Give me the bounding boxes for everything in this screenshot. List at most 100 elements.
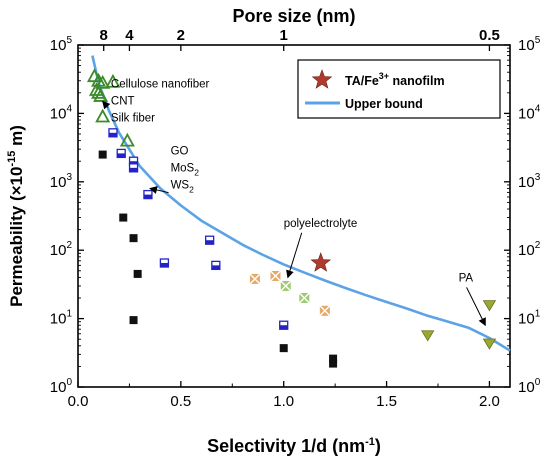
point-cellulose-cnt-silk [93, 88, 109, 102]
top-tick-label: 1 [280, 27, 288, 44]
y-tick-label-right: 102 [518, 240, 541, 259]
point-cellulose-cnt-silk [95, 74, 111, 89]
annotation-text: polyelectrolyte [284, 218, 358, 230]
point-go-mos2-ws2 [128, 163, 139, 173]
marker-cross [319, 305, 331, 317]
upper-bound-curve [91, 55, 511, 352]
upper-bound-line [91, 55, 511, 352]
point-ta-fe-nanofilm [310, 252, 332, 272]
annotation-text: MoS2 [171, 163, 200, 178]
point-filled-squares [329, 354, 338, 363]
y-tick-label-right: 101 [518, 309, 541, 328]
annotation-text: WS2 [171, 180, 195, 195]
top-tick-label: 8 [100, 27, 108, 44]
annotation-arrow [149, 186, 169, 194]
y-tick-label-right: 100 [518, 377, 541, 396]
point-filled-squares [133, 269, 142, 278]
legend-item-star: TA/Fe3+ nanofilm [311, 69, 445, 89]
y-tick-label-left: 103 [50, 172, 73, 191]
annotation-text: PA [459, 272, 474, 284]
x-axis-title-main: Selectivity 1/d (nm [207, 436, 365, 456]
axes: 0.0 0.5 1.0 1.5 2.0 8 4 2 1 0.5 100 100 101 101 102 102… [50, 27, 541, 410]
series-go-mos2-ws2 [108, 128, 289, 330]
series-polyelectrolyte-green [280, 280, 310, 304]
marker-cross [280, 280, 292, 292]
annotation-3: PA [459, 272, 486, 327]
annotation-arrow [286, 232, 303, 279]
marker-fill [279, 325, 288, 330]
point-polyelectrolyte [319, 305, 331, 317]
y-tick-label-right: 105 [518, 35, 541, 54]
y-axis-title-sup: -15 [6, 151, 18, 167]
point-filled-squares [98, 150, 107, 159]
series-cellulose-cnt-silk [86, 68, 135, 147]
annotation-1: GO MoS2 WS2 [149, 146, 200, 195]
top-tick-label: 2 [177, 27, 185, 44]
y-tick-label-right: 104 [518, 103, 541, 122]
marker-fill [129, 167, 138, 172]
point-filled-squares [119, 213, 128, 222]
point-go-mos2-ws2 [116, 148, 126, 159]
series-pa [421, 300, 497, 350]
y-axis-title-close: m) [7, 125, 26, 151]
series-polyelectrolyte [249, 270, 331, 317]
series-filled-squares [98, 150, 338, 368]
annotation-text: GO [171, 146, 189, 158]
marker-cross [298, 292, 310, 304]
marker-cross [269, 270, 281, 282]
marker-fill [211, 265, 220, 270]
point-polyelectrolyte-green [298, 292, 310, 304]
x-tick-label: 2.0 [479, 393, 500, 410]
point-pa [482, 300, 497, 312]
top-axis-title: Pore size (nm) [232, 6, 355, 26]
y-axis-title-main: Permeability (×10 [7, 167, 26, 307]
point-go-mos2-ws2 [108, 128, 118, 138]
series-ta-fe-nanofilm [310, 252, 332, 272]
annotation-arrow [466, 287, 486, 327]
annotation-text: Cellulose nanofiber [111, 78, 210, 90]
annotation-2: polyelectrolyte [284, 218, 358, 279]
x-tick-label: 1.5 [376, 393, 397, 410]
y-tick-label-left: 101 [50, 309, 73, 328]
annotation-0: Cellulose nanofiber CNT Silk fiber [102, 78, 210, 124]
legend-label-star: TA/Fe3+ nanofilm [345, 71, 445, 88]
point-polyelectrolyte-green [280, 280, 292, 292]
y-tick-label-left: 105 [50, 35, 73, 54]
annotation-arrow [102, 100, 111, 110]
marker-fill [160, 262, 169, 267]
point-go-mos2-ws2 [279, 320, 289, 330]
point-pa [421, 330, 435, 342]
x-tick-label: 0.0 [68, 393, 89, 410]
point-go-mos2-ws2 [211, 260, 221, 271]
legend-box [297, 59, 501, 119]
marker-fill [117, 153, 126, 158]
data-series [86, 68, 497, 368]
top-tick-label: 4 [125, 27, 134, 44]
marker-fill [108, 132, 117, 137]
annotation-text: CNT [111, 95, 135, 107]
legend-star-icon [311, 69, 333, 89]
marker-cross [249, 273, 261, 285]
point-filled-squares [129, 316, 138, 325]
y-tick-label-left: 100 [50, 377, 73, 396]
y-tick-label-left: 104 [50, 103, 73, 122]
x-axis-title-close: ) [375, 436, 381, 456]
point-go-mos2-ws2 [143, 189, 153, 200]
x-axis-title: Selectivity 1/d (nm-1) [207, 436, 381, 456]
point-cellulose-cnt-silk [119, 132, 135, 147]
point-cellulose-cnt-silk [105, 73, 121, 88]
y-tick-label-left: 102 [50, 240, 73, 259]
point-cellulose-cnt-silk [95, 108, 111, 123]
x-tick-label: 1.0 [273, 393, 294, 410]
x-axis-title-sup: -1 [365, 436, 375, 448]
y-axis-title: Permeability (×10-15 m) [6, 125, 26, 307]
marker-fill [143, 194, 152, 199]
y-tick-label-right: 103 [518, 172, 541, 191]
point-filled-squares [129, 234, 138, 243]
point-go-mos2-ws2 [159, 258, 170, 268]
legend-label-line: Upper bound [345, 97, 423, 111]
x-tick-label: 0.5 [170, 393, 191, 410]
top-tick-label: 0.5 [479, 27, 500, 44]
annotation-text: Silk fiber [111, 112, 155, 124]
